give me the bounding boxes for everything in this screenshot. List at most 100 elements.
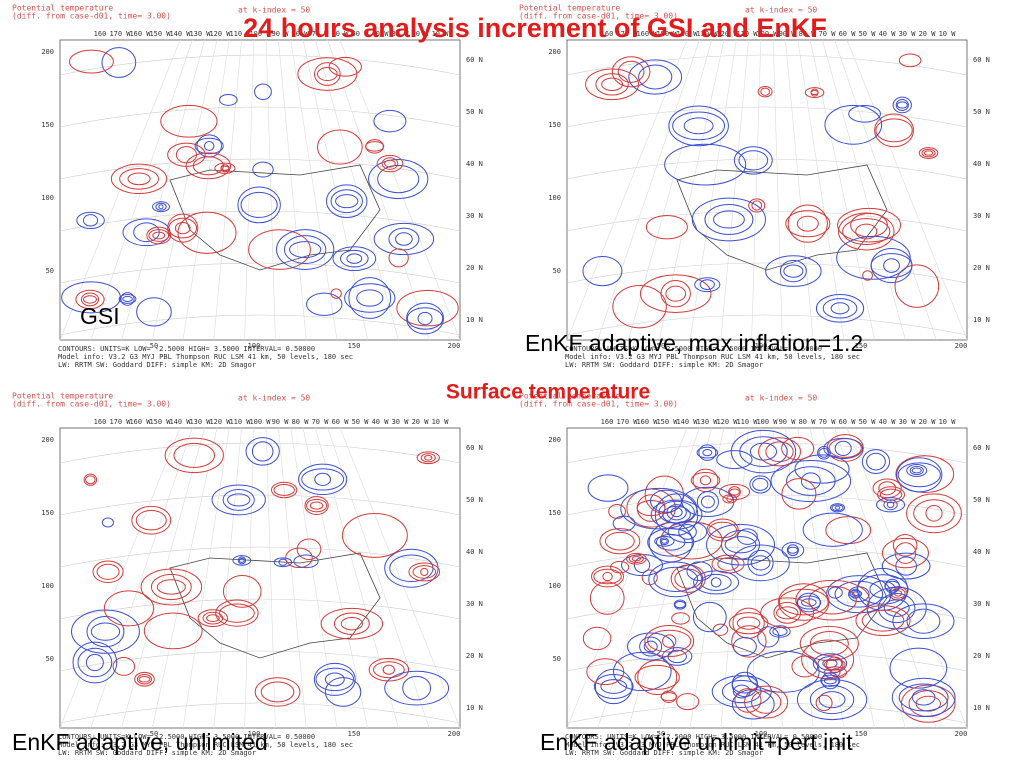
contour (101, 47, 137, 78)
contour (699, 475, 712, 486)
lat-label: 20 N (973, 264, 990, 272)
contour (214, 162, 236, 174)
contour (892, 603, 955, 639)
lon-label: 20 W (412, 418, 430, 426)
contour (220, 165, 230, 171)
contour (661, 538, 668, 544)
panel-footer: CONTOURS: UNITS=K LOW= -2.5000 HIGH= 3.5… (58, 733, 315, 741)
panel-footer: LW: RRTM SW: Goddard DIFF: simple KM: 2D… (58, 361, 256, 369)
longitude-line (689, 427, 737, 729)
lon-label: 60 W (332, 30, 350, 38)
contour (824, 658, 846, 671)
x-axis-label: 200 (955, 730, 968, 738)
y-axis-label: 150 (548, 509, 561, 517)
contour (892, 534, 918, 557)
longitude-line (278, 39, 307, 341)
contour (678, 523, 697, 540)
contour (316, 66, 338, 82)
contour (152, 201, 171, 213)
contour (120, 292, 135, 306)
latitude-line (59, 106, 461, 128)
contour (420, 453, 436, 463)
contour (631, 556, 641, 562)
contour (731, 625, 767, 658)
contour (683, 117, 714, 135)
contour (373, 109, 407, 133)
contour (889, 647, 948, 689)
contour (388, 248, 409, 268)
contour (883, 258, 900, 273)
lat-label: 30 N (466, 600, 483, 608)
contour (834, 505, 841, 510)
contour (211, 484, 266, 516)
contour (251, 441, 274, 462)
contour (731, 544, 790, 582)
contour (769, 625, 791, 638)
contour (164, 437, 224, 474)
contour (906, 493, 962, 534)
contour (783, 264, 804, 278)
contour (717, 557, 739, 571)
contour (202, 611, 224, 625)
contour (325, 184, 368, 218)
lon-label: 90 W (272, 418, 290, 426)
y-axis-label: 50 (46, 655, 54, 663)
contour (796, 215, 819, 232)
lon-label: 170 W (109, 30, 131, 38)
contour (158, 204, 164, 210)
contour (599, 528, 641, 555)
latitude-line (59, 262, 461, 284)
contour (732, 636, 757, 657)
contour (883, 599, 910, 617)
lon-label: 90 W (779, 418, 797, 426)
contour (373, 222, 435, 256)
contour (809, 685, 855, 715)
x-axis-label: 100 (248, 342, 261, 350)
contour (138, 675, 151, 683)
contour (86, 615, 125, 648)
contour (346, 253, 363, 264)
latitude-line (566, 106, 968, 128)
lat-label: 10 N (973, 316, 990, 324)
contour (420, 567, 429, 577)
longitude-line (822, 39, 906, 341)
lon-label: 50 W (859, 418, 877, 426)
contour (750, 555, 771, 571)
contour (591, 565, 625, 588)
lon-label: 160 (601, 418, 614, 426)
lon-label: 150 W (149, 30, 171, 38)
lon-label: 70 W (819, 30, 837, 38)
subtitle: Surface temperature (446, 381, 650, 404)
contour (836, 235, 911, 280)
contour (127, 172, 151, 186)
contour (801, 598, 817, 607)
contour (894, 264, 940, 308)
contour (883, 499, 898, 511)
contour (167, 213, 199, 243)
contour (82, 214, 99, 227)
longitude-line (90, 427, 193, 729)
contour (781, 541, 805, 559)
contour (645, 214, 688, 240)
contour (72, 641, 118, 684)
lat-label: 20 N (466, 652, 483, 660)
contour (691, 197, 767, 242)
map-frame (566, 39, 968, 341)
contour (316, 129, 363, 165)
contour (670, 507, 683, 518)
contour (702, 449, 713, 457)
lon-label: 110 W (229, 418, 251, 426)
contour (925, 505, 943, 522)
lat-label: 20 N (466, 264, 483, 272)
latitude-line (59, 210, 461, 232)
contour (232, 555, 252, 566)
contour (77, 647, 113, 678)
contour (773, 601, 802, 624)
contour (765, 441, 794, 463)
y-axis-label: 150 (548, 121, 561, 129)
contour (134, 671, 155, 687)
panel-diff: (diff. from case-d01, time= 3.00) (12, 12, 171, 21)
contour (760, 87, 770, 96)
contour (237, 186, 281, 224)
